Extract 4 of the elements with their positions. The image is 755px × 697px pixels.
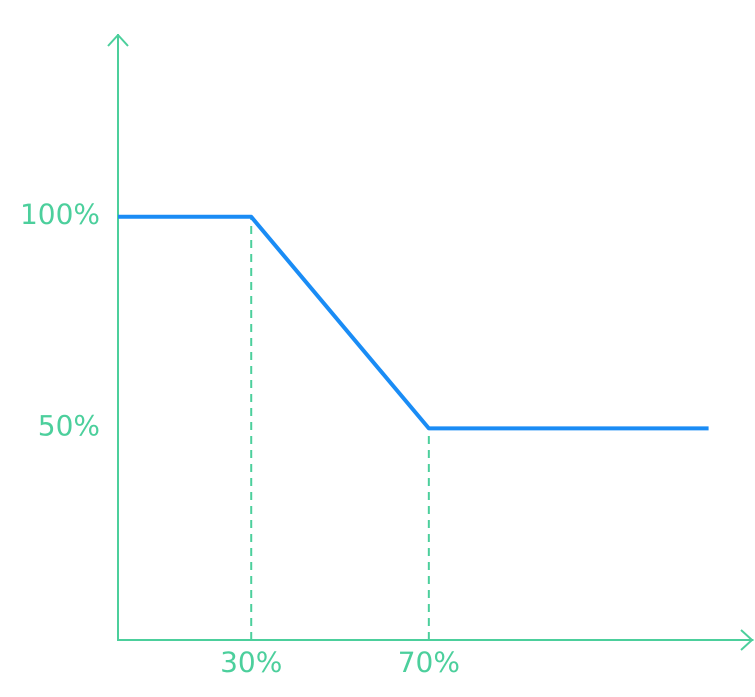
- y-tick-label: 50%: [38, 410, 100, 443]
- x-tick-label: 30%: [220, 646, 282, 680]
- x-tick-label: 70%: [398, 646, 460, 680]
- y-tick-label: 100%: [20, 198, 100, 232]
